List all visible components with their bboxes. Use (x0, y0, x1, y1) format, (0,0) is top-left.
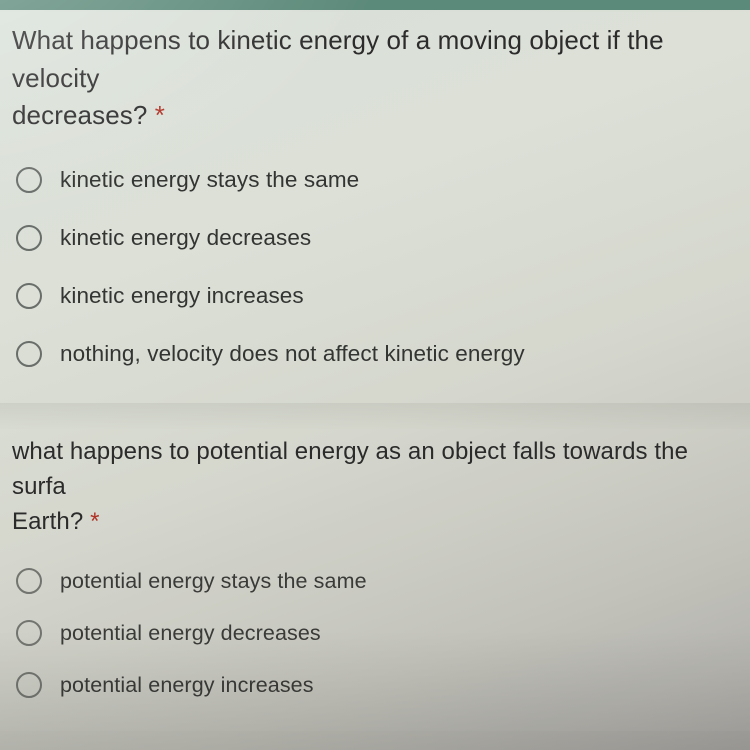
q1-line1: What happens to kinetic energy of a movi… (12, 25, 664, 93)
option-label: kinetic energy stays the same (60, 167, 359, 193)
required-asterisk: * (90, 508, 99, 535)
accent-bar (0, 0, 750, 10)
radio-icon[interactable] (16, 283, 42, 309)
q1-option-3[interactable]: nothing, velocity does not affect kineti… (16, 325, 744, 383)
radio-icon[interactable] (16, 225, 42, 251)
option-label: kinetic energy increases (60, 283, 304, 309)
q1-option-1[interactable]: kinetic energy decreases (16, 209, 744, 267)
option-label: kinetic energy decreases (60, 225, 311, 251)
option-label: potential energy stays the same (60, 569, 367, 594)
required-asterisk: * (155, 100, 165, 130)
card-divider (0, 403, 750, 429)
q2-option-1[interactable]: potential energy decreases (16, 607, 744, 659)
q1-options: kinetic energy stays the same kinetic en… (6, 141, 744, 403)
radio-icon[interactable] (16, 167, 42, 193)
q1-option-2[interactable]: kinetic energy increases (16, 267, 744, 325)
q2-option-0[interactable]: potential energy stays the same (16, 555, 744, 607)
radio-icon[interactable] (16, 341, 42, 367)
option-label: potential energy decreases (60, 621, 321, 646)
q2-options: potential energy stays the same potentia… (6, 545, 744, 731)
q1-line2: decreases? (12, 100, 147, 130)
question-1-text: What happens to kinetic energy of a movi… (6, 12, 744, 141)
radio-icon[interactable] (16, 620, 42, 646)
option-label: nothing, velocity does not affect kineti… (60, 341, 525, 367)
q2-line1: what happens to potential energy as an o… (12, 438, 688, 500)
radio-icon[interactable] (16, 568, 42, 594)
question-card-2: what happens to potential energy as an o… (0, 429, 750, 731)
q2-option-2[interactable]: potential energy increases (16, 659, 744, 711)
q2-line2: Earth? (12, 508, 83, 535)
radio-icon[interactable] (16, 672, 42, 698)
question-2-text: what happens to potential energy as an o… (6, 429, 744, 545)
form-area: What happens to kinetic energy of a movi… (0, 0, 750, 750)
question-card-1: What happens to kinetic energy of a movi… (0, 12, 750, 403)
option-label: potential energy increases (60, 673, 314, 698)
q1-option-0[interactable]: kinetic energy stays the same (16, 151, 744, 209)
